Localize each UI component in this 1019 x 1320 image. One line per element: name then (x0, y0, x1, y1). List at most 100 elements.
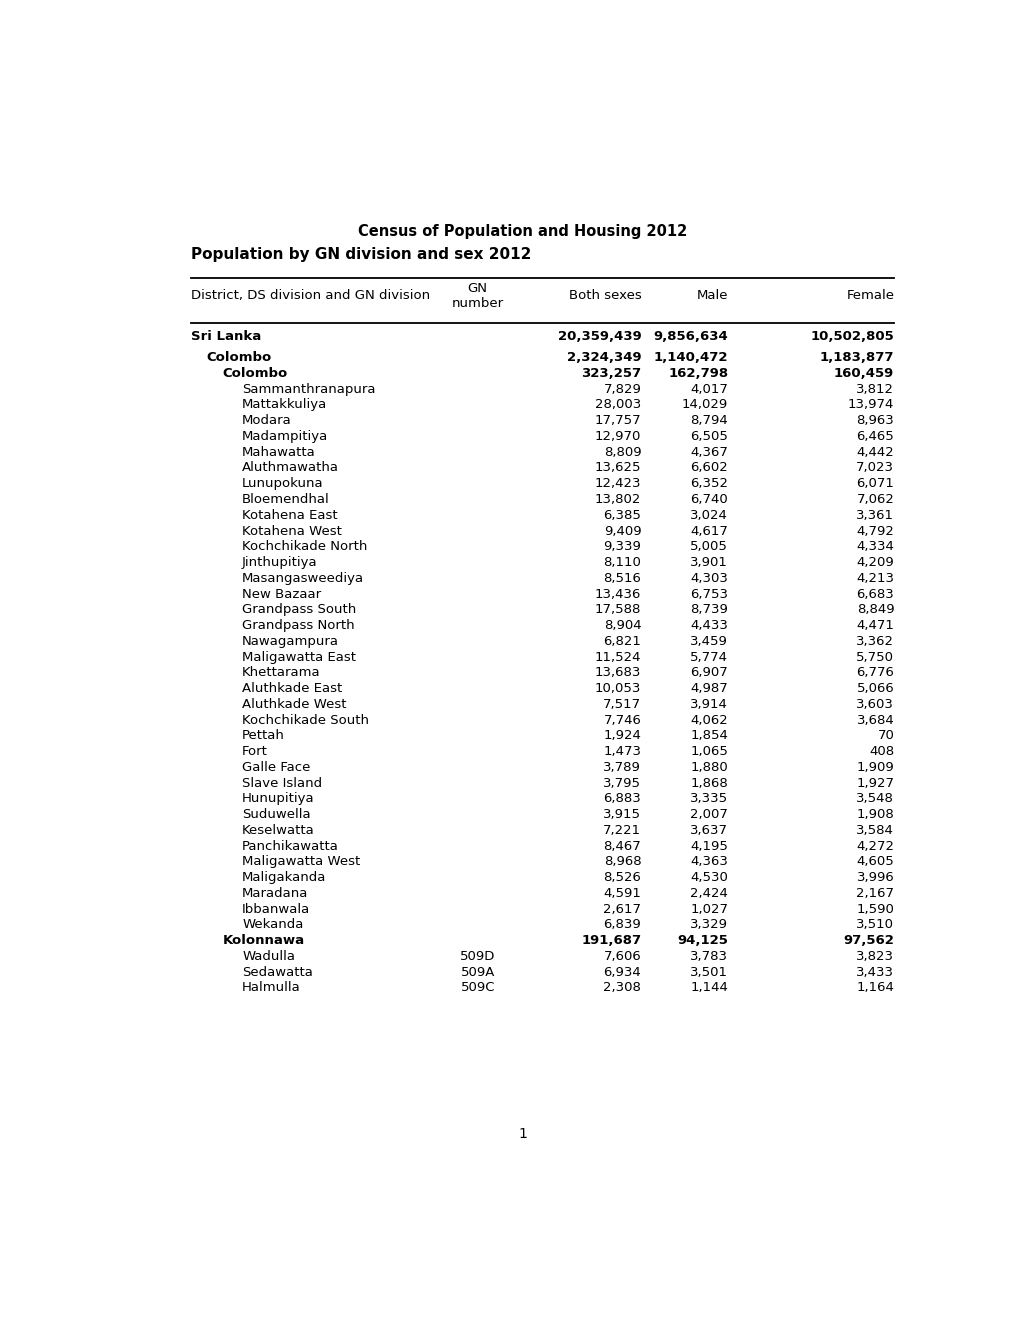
Text: 162,798: 162,798 (667, 367, 728, 380)
Text: Maligakanda: Maligakanda (242, 871, 326, 884)
Text: 4,605: 4,605 (856, 855, 894, 869)
Text: 6,753: 6,753 (690, 587, 728, 601)
Text: Halmulla: Halmulla (242, 981, 301, 994)
Text: 6,839: 6,839 (603, 919, 641, 932)
Text: 3,329: 3,329 (690, 919, 728, 932)
Text: Panchikawatta: Panchikawatta (242, 840, 338, 853)
Text: 4,062: 4,062 (690, 714, 728, 726)
Text: 3,584: 3,584 (856, 824, 894, 837)
Text: 4,530: 4,530 (690, 871, 728, 884)
Text: 3,603: 3,603 (856, 698, 894, 710)
Text: Suduwella: Suduwella (242, 808, 311, 821)
Text: 1,590: 1,590 (856, 903, 894, 916)
Text: 12,423: 12,423 (594, 478, 641, 490)
Text: 94,125: 94,125 (677, 935, 728, 948)
Text: 3,335: 3,335 (690, 792, 728, 805)
Text: 12,970: 12,970 (594, 430, 641, 444)
Text: Sedawatta: Sedawatta (242, 966, 313, 978)
Text: 3,459: 3,459 (690, 635, 728, 648)
Text: 1,027: 1,027 (690, 903, 728, 916)
Text: 6,934: 6,934 (603, 966, 641, 978)
Text: 1,164: 1,164 (856, 981, 894, 994)
Text: 8,467: 8,467 (603, 840, 641, 853)
Text: 11,524: 11,524 (594, 651, 641, 664)
Text: 6,683: 6,683 (856, 587, 894, 601)
Text: Sri Lanka: Sri Lanka (191, 330, 261, 343)
Text: 1,927: 1,927 (855, 776, 894, 789)
Text: Both sexes: Both sexes (568, 289, 641, 302)
Text: 8,904: 8,904 (603, 619, 641, 632)
Text: 509C: 509C (460, 981, 494, 994)
Text: Wekanda: Wekanda (242, 919, 304, 932)
Text: Grandpass North: Grandpass North (242, 619, 355, 632)
Text: 160,459: 160,459 (834, 367, 894, 380)
Text: 4,987: 4,987 (690, 682, 728, 696)
Text: Mattakkuliya: Mattakkuliya (242, 399, 327, 412)
Text: 191,687: 191,687 (581, 935, 641, 948)
Text: 1,909: 1,909 (856, 760, 894, 774)
Text: Kolonnawa: Kolonnawa (222, 935, 305, 948)
Text: Colombo: Colombo (222, 367, 287, 380)
Text: 6,352: 6,352 (690, 478, 728, 490)
Text: 3,823: 3,823 (855, 950, 894, 962)
Text: 1: 1 (518, 1127, 527, 1142)
Text: 6,907: 6,907 (690, 667, 728, 680)
Text: 14,029: 14,029 (682, 399, 728, 412)
Text: Maradana: Maradana (242, 887, 308, 900)
Text: 1,183,877: 1,183,877 (819, 351, 894, 364)
Text: 10,502,805: 10,502,805 (810, 330, 894, 343)
Text: Modara: Modara (242, 414, 291, 428)
Text: 4,792: 4,792 (856, 524, 894, 537)
Text: 4,334: 4,334 (856, 540, 894, 553)
Text: 7,829: 7,829 (603, 383, 641, 396)
Text: 6,776: 6,776 (856, 667, 894, 680)
Text: 17,757: 17,757 (594, 414, 641, 428)
Text: District, DS division and GN division: District, DS division and GN division (191, 289, 429, 302)
Text: 3,789: 3,789 (603, 760, 641, 774)
Text: Pettah: Pettah (242, 730, 284, 742)
Text: 4,272: 4,272 (855, 840, 894, 853)
Text: 8,968: 8,968 (603, 855, 641, 869)
Text: 5,750: 5,750 (855, 651, 894, 664)
Text: Aluthkade East: Aluthkade East (242, 682, 342, 696)
Text: 10,053: 10,053 (594, 682, 641, 696)
Text: 8,794: 8,794 (690, 414, 728, 428)
Text: Masangasweediya: Masangasweediya (242, 572, 364, 585)
Text: 2,167: 2,167 (855, 887, 894, 900)
Text: 13,625: 13,625 (594, 462, 641, 474)
Text: Maligawatta East: Maligawatta East (242, 651, 356, 664)
Text: 2,424: 2,424 (690, 887, 728, 900)
Text: 8,849: 8,849 (856, 603, 894, 616)
Text: 8,739: 8,739 (690, 603, 728, 616)
Text: 8,516: 8,516 (603, 572, 641, 585)
Text: 4,471: 4,471 (856, 619, 894, 632)
Text: 20,359,439: 20,359,439 (557, 330, 641, 343)
Text: 7,221: 7,221 (602, 824, 641, 837)
Text: 4,591: 4,591 (603, 887, 641, 900)
Text: 3,433: 3,433 (855, 966, 894, 978)
Text: 5,066: 5,066 (856, 682, 894, 696)
Text: 3,783: 3,783 (690, 950, 728, 962)
Text: 7,517: 7,517 (602, 698, 641, 710)
Text: Mahawatta: Mahawatta (242, 446, 316, 459)
Text: 9,409: 9,409 (603, 524, 641, 537)
Text: 6,071: 6,071 (856, 478, 894, 490)
Text: Kochchikade South: Kochchikade South (242, 714, 369, 726)
Text: Aluthmawatha: Aluthmawatha (242, 462, 338, 474)
Text: 4,442: 4,442 (856, 446, 894, 459)
Text: 7,606: 7,606 (603, 950, 641, 962)
Text: 2,324,349: 2,324,349 (567, 351, 641, 364)
Text: Jinthupitiya: Jinthupitiya (242, 556, 318, 569)
Text: Kotahena West: Kotahena West (242, 524, 341, 537)
Text: 4,363: 4,363 (690, 855, 728, 869)
Text: 4,303: 4,303 (690, 572, 728, 585)
Text: 7,746: 7,746 (603, 714, 641, 726)
Text: 1,908: 1,908 (856, 808, 894, 821)
Text: 1,880: 1,880 (690, 760, 728, 774)
Text: Male: Male (696, 289, 728, 302)
Text: 6,883: 6,883 (603, 792, 641, 805)
Text: 509A: 509A (460, 966, 494, 978)
Text: 1,144: 1,144 (690, 981, 728, 994)
Text: 7,023: 7,023 (855, 462, 894, 474)
Text: 1,140,472: 1,140,472 (653, 351, 728, 364)
